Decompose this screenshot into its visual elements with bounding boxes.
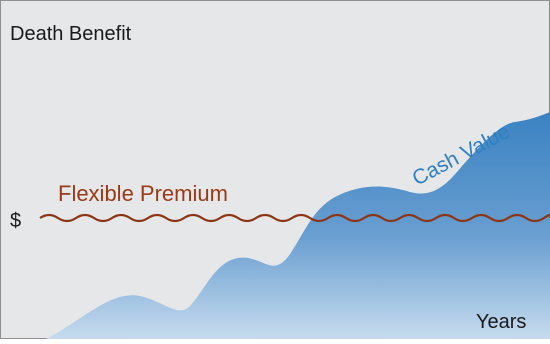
flexible-premium-line: [39, 213, 550, 223]
death-benefit-label: Death Benefit: [10, 23, 132, 45]
cash-value-area: [46, 112, 550, 339]
flexible-premium-label: Flexible Premium: [58, 181, 228, 206]
years-axis-label: Years: [476, 311, 526, 333]
dollar-axis-label: $: [10, 210, 21, 232]
